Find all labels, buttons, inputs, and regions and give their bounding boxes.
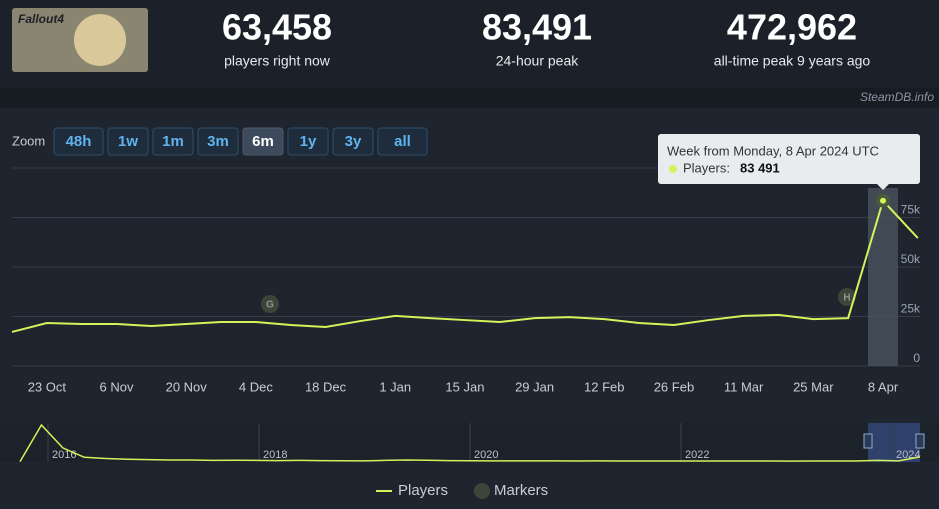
zoom-button-label[interactable]: 1m (162, 133, 184, 150)
x-tick-label: 11 Mar (724, 379, 764, 394)
zoom-button[interactable] (197, 127, 239, 156)
strip-bg (0, 88, 939, 108)
marker[interactable] (838, 288, 856, 306)
image-face (74, 14, 126, 66)
x-tick-label: 26 Feb (654, 379, 694, 394)
zoom-button[interactable] (332, 127, 374, 156)
zoom-label: Zoom (12, 133, 45, 148)
tooltip-title: Week from Monday, 8 Apr 2024 UTC (667, 143, 879, 158)
x-tick-label: 1 Jan (379, 379, 411, 394)
players-line (11, 198, 919, 333)
stat-label: 24-hour peak (496, 53, 580, 69)
y-tick-label: 0 (913, 351, 920, 365)
zoom-button[interactable] (53, 127, 104, 156)
zoom-button-label[interactable]: 1w (118, 133, 138, 150)
navigator-line (19, 423, 921, 462)
tooltip-bg (658, 134, 920, 184)
x-tick-label: 29 Jan (515, 379, 554, 394)
stat-label: all-time peak 9 years ago (714, 53, 871, 69)
navigator-handle[interactable] (863, 433, 873, 449)
marker[interactable] (261, 295, 279, 313)
legend-marker (474, 483, 490, 499)
tooltip-value: 83 491 (740, 160, 780, 175)
zoom-button[interactable] (242, 127, 284, 156)
zoom-button-label[interactable]: 48h (66, 133, 92, 150)
x-tick-label: 4 Dec (239, 379, 273, 394)
navigator-year: 2016 (52, 449, 76, 461)
navigator-selection[interactable] (868, 423, 920, 462)
header-bg (0, 0, 939, 88)
hover-point (876, 193, 890, 208)
tooltip-label: Players: (683, 160, 730, 175)
x-tick-label: 25 Mar (793, 379, 834, 394)
x-tick-label: 6 Nov (100, 379, 134, 394)
navigator-handle[interactable] (915, 433, 925, 449)
stat-value: 472,962 (727, 7, 857, 48)
stat-value: 63,458 (222, 7, 332, 48)
x-tick-label: 15 Jan (445, 379, 484, 394)
y-tick-label: 50k (901, 252, 921, 266)
legend-label[interactable]: Players (398, 482, 448, 499)
x-tick-label: 12 Feb (584, 379, 624, 394)
legend-label[interactable]: Markers (494, 482, 548, 499)
x-tick-label: 18 Dec (305, 379, 347, 394)
watermark: SteamDB.info (860, 90, 934, 104)
zoom-button[interactable] (152, 127, 194, 156)
y-tick-label: 75k (901, 203, 921, 217)
game-image: Fallout4 (12, 8, 148, 72)
zoom-button[interactable] (107, 127, 149, 156)
tooltip-arrow (877, 184, 889, 190)
navigator-year: 2018 (263, 449, 287, 461)
navigator-year: 2020 (474, 449, 498, 461)
x-tick-label: 23 Oct (28, 379, 67, 394)
y-tick-label: 25k (901, 302, 921, 316)
zoom-button-label[interactable]: all (394, 133, 411, 150)
zoom-button[interactable] (377, 127, 428, 156)
zoom-button-label[interactable]: 3m (207, 133, 229, 150)
marker-label[interactable]: G (266, 300, 274, 311)
stat-label: players right now (224, 53, 331, 69)
marker-label[interactable]: H (843, 293, 850, 304)
zoom-button-label[interactable]: 6m (252, 133, 274, 150)
zoom-button[interactable] (287, 127, 329, 156)
hover-band (868, 188, 898, 366)
zoom-button-label[interactable]: 3y (345, 133, 362, 150)
x-tick-label: 8 Apr (868, 379, 899, 394)
x-tick-label: 20 Nov (166, 379, 208, 394)
navigator-year: 2022 (685, 449, 709, 461)
stat-value: 83,491 (482, 7, 592, 48)
tooltip-dot (669, 165, 677, 173)
image-title: Fallout4 (18, 12, 64, 26)
zoom-button-label[interactable]: 1y (300, 133, 317, 150)
